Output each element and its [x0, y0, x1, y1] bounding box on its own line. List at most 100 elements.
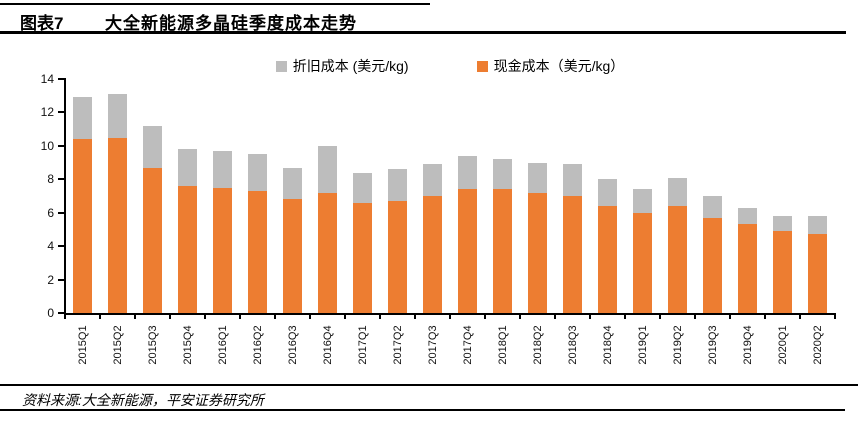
bar-slot-2017Q4 — [450, 79, 485, 313]
legend-label-depreciation: 折旧成本 (美元/kg) — [292, 58, 409, 74]
y-tick-mark — [58, 111, 64, 114]
legend-item-depreciation: 折旧成本 (美元/kg) — [275, 56, 409, 76]
header-bottom-rule — [0, 31, 846, 34]
bar-slot-2016Q2 — [240, 79, 275, 313]
bar-2015Q1 — [73, 97, 92, 313]
bar-slot-2017Q3 — [415, 79, 450, 313]
x-tick-mark — [624, 315, 626, 319]
x-tick-mark — [799, 315, 801, 319]
x-tick-label-2018Q4: 2018Q4 — [601, 325, 614, 365]
y-tick-label: 4 — [47, 239, 54, 254]
x-tick-label-2016Q2: 2016Q2 — [251, 325, 264, 365]
y-tick-label: 12 — [40, 105, 54, 120]
cash-segment — [598, 206, 617, 313]
bar-slot-2016Q1 — [205, 79, 240, 313]
bar-2015Q4 — [178, 149, 197, 313]
x-tick-mark — [309, 315, 311, 319]
chart-legend: 折旧成本 (美元/kg) 现金成本（美元/kg） — [65, 56, 835, 76]
x-tick-label-2015Q2: 2015Q2 — [111, 325, 124, 365]
legend-label-cash: 现金成本（美元/kg） — [493, 58, 625, 74]
bar-2018Q2 — [528, 162, 547, 313]
cash-segment — [283, 199, 302, 313]
bar-2019Q3 — [703, 196, 722, 313]
bar-2017Q1 — [353, 172, 372, 313]
bar-2016Q3 — [283, 167, 302, 313]
legend-item-cash: 现金成本（美元/kg） — [476, 56, 625, 76]
bar-slot-2016Q4 — [310, 79, 345, 313]
cash-segment — [773, 231, 792, 313]
x-tick-mark — [134, 315, 136, 319]
y-tick-label: 8 — [47, 172, 54, 187]
cash-segment — [388, 201, 407, 313]
x-tick-label-2019Q2: 2019Q2 — [671, 325, 684, 365]
y-tick-label: 2 — [47, 272, 54, 287]
x-tick-mark — [414, 315, 416, 319]
bar-2017Q3 — [423, 164, 442, 313]
y-tick-mark — [58, 245, 64, 248]
bar-slot-2018Q4 — [590, 79, 625, 313]
y-tick-label: 6 — [47, 205, 54, 220]
x-tick-mark — [589, 315, 591, 319]
x-tick-mark — [834, 315, 836, 319]
cash-segment — [248, 191, 267, 313]
depreciation-segment — [563, 164, 582, 196]
bar-2019Q4 — [738, 207, 757, 313]
cash-segment — [108, 137, 127, 313]
y-tick-mark — [58, 211, 64, 214]
bar-2018Q3 — [563, 164, 582, 313]
cash-segment — [808, 234, 827, 313]
bar-2016Q1 — [213, 150, 232, 313]
bar-slot-2020Q2 — [800, 79, 835, 313]
depreciation-segment — [108, 94, 127, 138]
x-tick-mark — [519, 315, 521, 319]
x-tick-label-2017Q2: 2017Q2 — [391, 325, 404, 365]
x-tick-label-2016Q1: 2016Q1 — [216, 325, 229, 365]
bar-slot-2020Q1 — [765, 79, 800, 313]
x-tick-mark — [694, 315, 696, 319]
depreciation-segment — [353, 172, 372, 203]
x-tick-label-2015Q4: 2015Q4 — [181, 325, 194, 365]
cash-segment — [423, 196, 442, 313]
x-tick-label-2019Q3: 2019Q3 — [706, 325, 719, 365]
depreciation-segment — [423, 164, 442, 196]
x-tick-label-2017Q4: 2017Q4 — [461, 325, 474, 365]
bar-2016Q2 — [248, 154, 267, 313]
cash-segment — [458, 189, 477, 313]
x-tick-label-2020Q2: 2020Q2 — [811, 325, 824, 365]
footer-bottom-rule — [0, 409, 845, 411]
depreciation-segment — [738, 207, 757, 225]
depreciation-segment — [458, 155, 477, 190]
source-note: 资料来源:大全新能源，平安证券研究所 — [22, 392, 264, 408]
header-top-rule — [0, 3, 430, 5]
x-tick-mark — [239, 315, 241, 319]
footer-top-rule — [0, 384, 858, 386]
depreciation-segment — [703, 196, 722, 218]
x-tick-mark — [449, 315, 451, 319]
cash-segment — [318, 192, 337, 313]
bar-slot-2019Q3 — [695, 79, 730, 313]
x-tick-label-2015Q3: 2015Q3 — [146, 325, 159, 365]
x-tick-mark — [554, 315, 556, 319]
x-tick-label-2018Q1: 2018Q1 — [496, 325, 509, 365]
cash-segment — [633, 212, 652, 313]
bar-2019Q1 — [633, 189, 652, 313]
x-tick-mark — [764, 315, 766, 319]
y-tick-label: 0 — [47, 306, 54, 320]
cash-segment — [703, 217, 722, 313]
bar-slot-2017Q2 — [380, 79, 415, 313]
depreciation-segment — [178, 149, 197, 186]
bar-slot-2018Q2 — [520, 79, 555, 313]
bar-plot-area — [65, 79, 835, 313]
cash-segment — [73, 139, 92, 313]
cash-segment — [143, 167, 162, 313]
cash-segment — [528, 192, 547, 313]
bar-2018Q1 — [493, 159, 512, 313]
x-tick-label-2016Q4: 2016Q4 — [321, 325, 334, 365]
x-axis-line — [64, 313, 836, 315]
depreciation-segment — [73, 97, 92, 140]
x-tick-mark — [659, 315, 661, 319]
cash-segment — [353, 202, 372, 313]
x-tick-mark — [64, 315, 66, 319]
bar-slot-2019Q2 — [660, 79, 695, 313]
y-tick-label: 10 — [40, 138, 54, 153]
